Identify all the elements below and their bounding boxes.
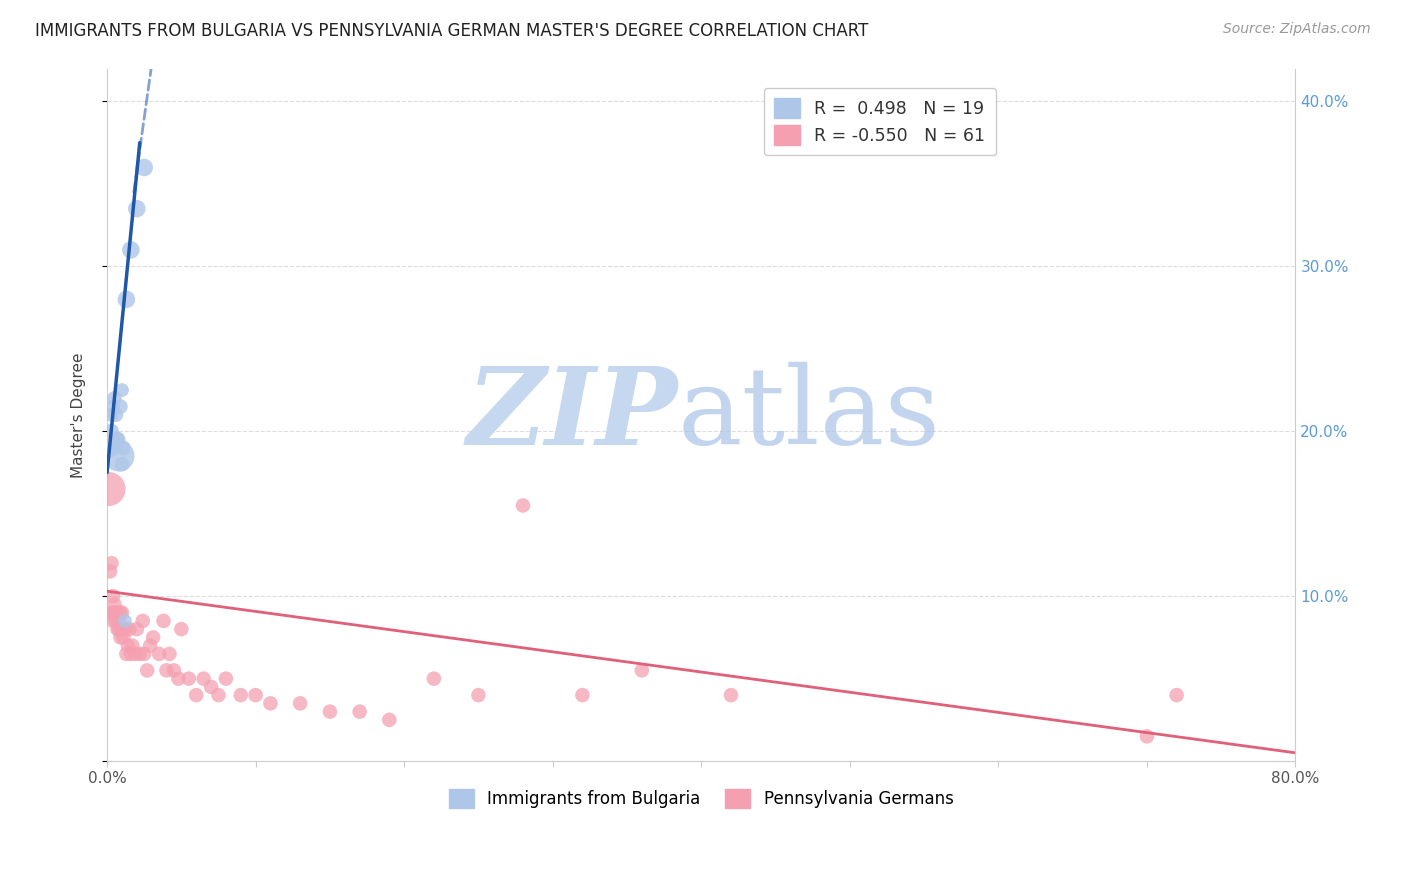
Point [229,688,252,702]
Point [108,449,131,463]
Point [101,400,124,414]
Point [631,664,654,678]
Point [101,614,124,628]
Point [100,556,122,570]
Point [112,441,135,455]
Point [159,647,181,661]
Point [107,433,129,447]
Text: atlas: atlas [678,362,941,467]
Point [1136,729,1159,743]
Point [97,482,120,496]
Point [111,457,134,471]
Point [111,383,134,397]
Point [107,606,129,620]
Point [207,688,229,702]
Point [110,631,132,645]
Point [148,647,170,661]
Point [124,647,146,661]
Point [163,664,186,678]
Point [290,697,312,711]
Point [103,598,125,612]
Text: Source: ZipAtlas.com: Source: ZipAtlas.com [1223,22,1371,37]
Point [108,622,131,636]
Point [110,400,132,414]
Point [107,433,129,447]
Point [152,614,174,628]
Point [319,705,342,719]
Point [128,647,150,661]
Point [467,688,489,702]
Point [132,614,155,628]
Point [512,499,534,513]
Point [100,408,122,422]
Point [245,688,267,702]
Point [104,408,127,422]
Point [215,672,238,686]
Point [114,614,136,628]
Point [110,606,132,620]
Point [125,202,148,216]
Point [125,622,148,636]
Point [103,392,125,406]
Point [259,697,281,711]
Point [111,622,134,636]
Point [103,606,125,620]
Point [571,688,593,702]
Point [98,565,121,579]
Point [107,622,129,636]
Point [177,672,200,686]
Point [114,622,136,636]
Point [120,647,142,661]
Point [186,688,208,702]
Point [100,606,122,620]
Point [193,672,215,686]
Point [142,631,165,645]
Point [134,647,156,661]
Point [115,293,138,307]
Point [103,441,125,455]
Y-axis label: Master's Degree: Master's Degree [72,352,86,477]
Point [349,705,371,719]
Text: ZIP: ZIP [467,362,678,467]
Point [108,614,131,628]
Point [134,161,156,175]
Point [117,639,139,653]
Point [121,639,143,653]
Text: IMMIGRANTS FROM BULGARIA VS PENNSYLVANIA GERMAN MASTER'S DEGREE CORRELATION CHAR: IMMIGRANTS FROM BULGARIA VS PENNSYLVANIA… [35,22,869,40]
Point [378,713,401,727]
Point [139,639,162,653]
Point [1166,688,1188,702]
Legend: Immigrants from Bulgaria, Pennsylvania Germans: Immigrants from Bulgaria, Pennsylvania G… [443,782,960,815]
Point [170,622,193,636]
Point [104,606,127,620]
Point [200,680,222,694]
Point [120,243,142,257]
Point [111,606,134,620]
Point [115,647,138,661]
Point [100,425,122,439]
Point [167,672,190,686]
Point [101,589,124,603]
Point [136,664,159,678]
Point [155,664,177,678]
Point [720,688,742,702]
Point [118,622,141,636]
Point [112,631,135,645]
Point [423,672,446,686]
Point [97,441,120,455]
Point [104,614,127,628]
